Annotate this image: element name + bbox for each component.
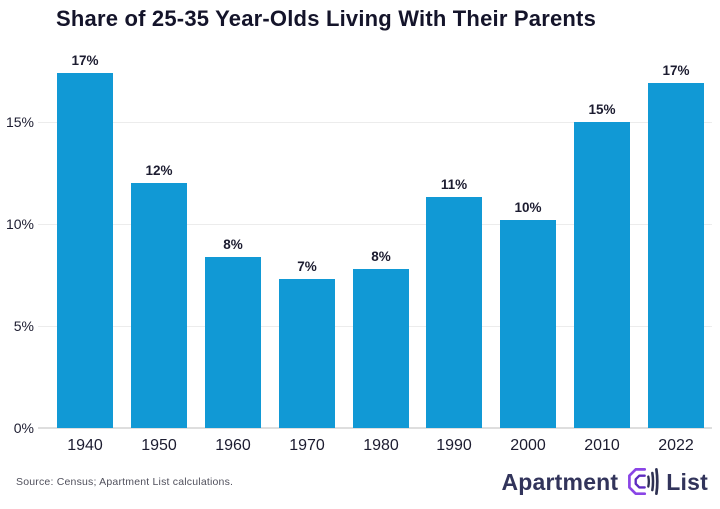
bar-value-label: 15% — [588, 102, 616, 117]
gridline — [38, 122, 712, 123]
bar-1980 — [353, 269, 409, 428]
bar-value-label: 8% — [371, 249, 391, 264]
bar-1960 — [205, 257, 261, 428]
gridline — [38, 224, 712, 225]
apartment-list-logo: Apartment List — [501, 459, 708, 505]
bar-2010 — [574, 122, 630, 428]
bar-value-label: 8% — [223, 237, 243, 252]
bar-value-label: 17% — [71, 53, 99, 68]
y-tick-label: 10% — [5, 216, 34, 232]
bar-1940 — [57, 73, 113, 428]
bar-value-label: 7% — [297, 259, 317, 274]
bar-value-label: 17% — [662, 63, 690, 78]
x-axis-baseline — [38, 427, 712, 429]
x-tick-label: 1990 — [436, 437, 472, 454]
bar-value-label: 12% — [145, 163, 173, 178]
x-tick-label: 1950 — [141, 437, 177, 454]
y-tick-label: 5% — [13, 318, 34, 334]
x-tick-label: 2000 — [510, 437, 546, 454]
bar-1990 — [426, 197, 482, 428]
x-tick-label: 2022 — [658, 437, 694, 454]
bar-1970 — [279, 279, 335, 428]
bar-value-label: 10% — [514, 200, 542, 215]
y-tick-label: 15% — [5, 114, 34, 130]
x-tick-label: 2010 — [584, 437, 620, 454]
x-tick-label: 1970 — [289, 437, 325, 454]
logo-word-apartment: Apartment — [501, 468, 619, 495]
bar-value-label: 11% — [440, 177, 468, 192]
logo-word-list: List — [666, 468, 708, 495]
y-tick-label: 0% — [13, 420, 34, 436]
bar-2022 — [648, 83, 704, 428]
x-tick-label: 1980 — [363, 437, 399, 454]
apartment-list-logo-icon — [628, 468, 659, 496]
source-note: Source: Census; Apartment List calculati… — [16, 476, 234, 488]
chart-title: Share of 25-35 Year-Olds Living With The… — [56, 6, 596, 31]
x-tick-label: 1960 — [215, 437, 251, 454]
x-tick-label: 1940 — [67, 437, 103, 454]
bar-1950 — [131, 183, 187, 428]
bar-2000 — [500, 220, 556, 428]
